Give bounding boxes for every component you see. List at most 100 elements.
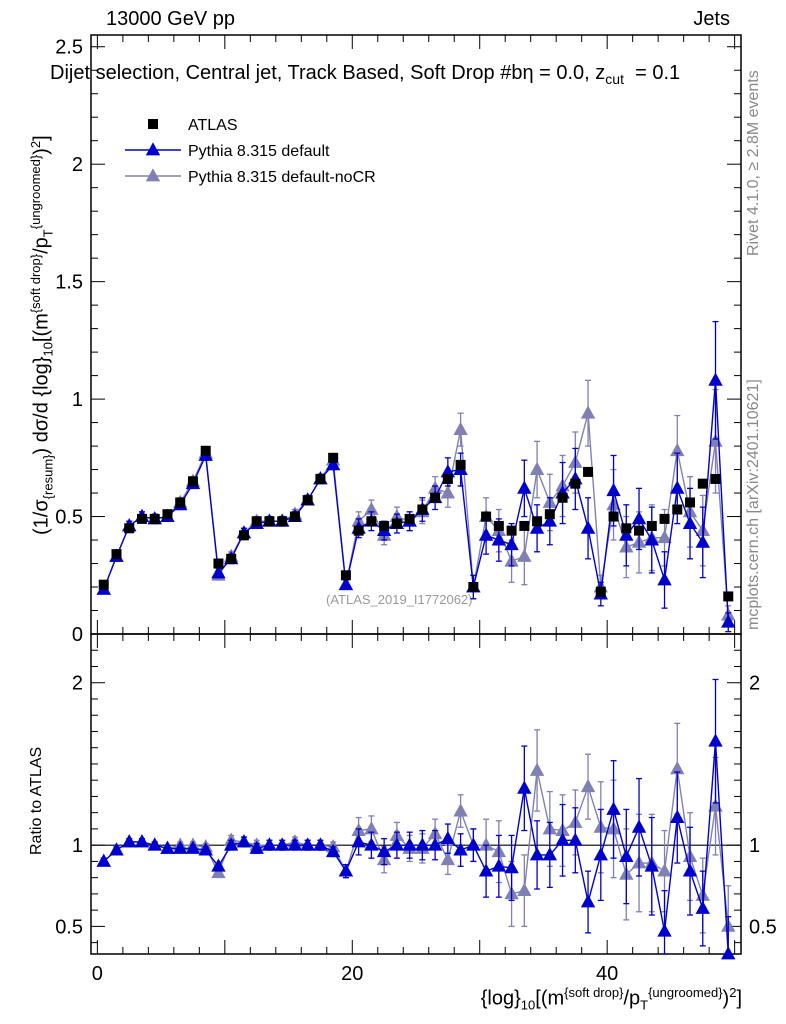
ratio-point-pythia-default [236,834,252,848]
ratio-point-pythia-default [440,830,456,845]
main-point-atlas [162,509,173,520]
ratio-point-pythia-default [185,840,201,854]
ratio-y-tick-label-right: 1 [749,835,760,857]
ratio-point-pythia-default [325,843,341,858]
main-point-atlas [481,511,492,522]
ratio-point-pythia-default [517,780,532,794]
main-point-atlas [264,516,275,527]
ratio-point-pythia-default [96,853,111,867]
main-point-pythia-default [657,572,672,586]
ratio-point-pythia-default [555,832,570,846]
ratio-point-pythia-default [721,946,736,960]
ratio-point-pythia-default [376,843,392,858]
main-point-pythia-nocr [440,485,456,499]
main-point-atlas [621,523,632,534]
ratio-point-pythia-default [606,801,621,815]
main-point-atlas [340,570,351,581]
ratio-point-pythia-default [644,858,659,872]
main-point-atlas [506,525,517,536]
main-point-atlas [175,497,186,508]
ratio-point-pythia-default [389,837,405,851]
legend-marker-atlas [148,119,158,129]
main-point-pythia-default [670,480,685,494]
ratio-point-pythia-default [173,840,188,854]
main-point-atlas [430,492,441,503]
main-point-atlas [391,518,402,529]
ratio-point-pythia-default [147,837,162,851]
main-point-atlas [200,445,211,456]
ratio-point-pythia-default [223,837,239,851]
ratio-point-pythia-default [338,863,354,877]
ratio-point-pythia-default [504,860,519,874]
main-point-atlas [379,520,390,531]
ratio-point-pythia-nocr [657,863,672,877]
main-y-tick-label: 1 [72,389,83,411]
ratio-point-pythia-nocr [364,821,379,835]
eta-text: η = 0.0, z [522,62,606,84]
ratio-point-pythia-default [249,840,264,854]
ratio-point-pythia-default [695,900,710,914]
main-point-pythia-default [504,536,519,551]
main-point-atlas [238,530,249,541]
ratio-point-pythia-default [453,842,468,856]
main-point-pythia-nocr [529,461,545,475]
ratio-point-pythia-default [351,834,366,848]
ratio-point-pythia-default [198,842,213,856]
main-point-atlas [532,516,543,527]
ratio-point-pythia-default [491,858,507,872]
main-point-pythia-nocr [670,442,685,457]
main-point-atlas [289,511,300,522]
main-point-atlas [608,511,619,522]
main-point-atlas [519,520,530,531]
main-point-atlas [455,459,466,470]
main-y-tick-label: 2 [72,154,83,176]
header-process: Jets [693,8,730,30]
main-point-pythia-nocr [580,405,596,419]
main-point-pythia-default [682,515,698,529]
zcut-value: = 0.1 [635,62,681,84]
ratio-point-pythia-default [670,809,685,823]
ratio-point-pythia-nocr [580,778,596,793]
ratio-point-pythia-default [580,894,596,908]
analysis-watermark: (ATLAS_2019_I1772062) [326,592,473,607]
main-point-pythia-default [580,520,596,534]
main-point-pythia-default [325,457,341,471]
ratio-point-pythia-default [568,832,583,846]
main-point-atlas [111,549,122,560]
ratio-point-pythia-default [122,834,137,848]
ratio-point-pythia-default [415,837,430,851]
ratio-panel-frame [90,633,742,955]
main-point-atlas [124,523,135,534]
main-point-atlas [557,492,568,503]
main-point-pythia-default [644,532,659,546]
x-axis-label: {log}10[(m{soft drop}/pT{ungroomed})2] [480,985,742,1013]
legend-label-pythia-nocr: Pythia 8.315 default-noCR [188,169,376,186]
main-point-atlas [226,553,237,564]
main-point-atlas [646,520,657,531]
ratio-point-pythia-nocr [453,803,468,817]
ratio-point-pythia-default [287,837,303,851]
main-point-atlas [302,495,313,506]
main-point-pythia-default [542,513,558,527]
main-point-atlas [442,473,453,484]
ratio-point-pythia-default [542,847,558,861]
main-point-pythia-default [619,527,634,541]
chart-data-layer [96,320,736,960]
ratio-y-tick-label: 2 [72,673,83,695]
selection-title: Dijet selection, Central jet, Track Base… [50,62,680,87]
main-point-atlas [544,509,555,520]
main-point-atlas [710,473,721,484]
main-point-pythia-nocr [657,529,672,544]
main-point-atlas [187,476,198,487]
main-point-pythia-default [478,527,494,541]
main-point-atlas [98,579,109,590]
ratio-point-pythia-default [402,837,417,851]
main-point-atlas [136,513,147,524]
ratio-point-pythia-default [313,837,328,851]
main-point-atlas [570,478,581,489]
main-point-atlas [251,516,262,527]
main-point-atlas [417,504,428,515]
main-point-pythia-default [721,614,736,628]
header-energy: 13000 GeV pp [106,8,235,30]
